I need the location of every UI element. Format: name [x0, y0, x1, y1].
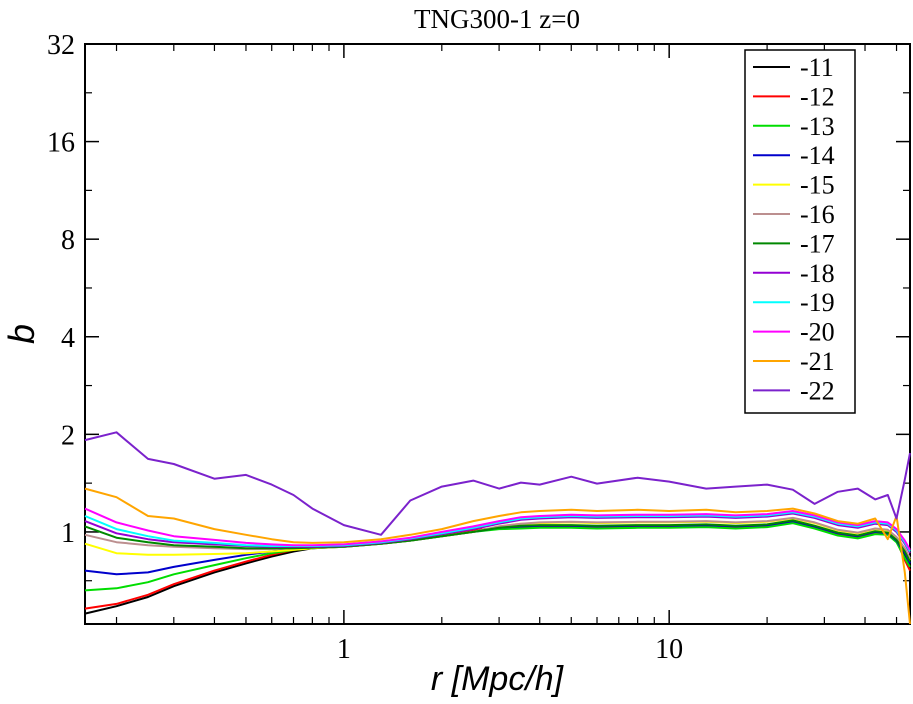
legend-label: -13	[800, 112, 835, 141]
series-line-m20	[84, 507, 911, 551]
y-tick-label: 2	[61, 420, 75, 451]
legend-label: -18	[800, 259, 835, 288]
y-axis-label: b	[1, 324, 42, 344]
legend-label: -22	[800, 376, 835, 405]
legend-label: -20	[800, 318, 835, 347]
legend-label: -16	[800, 200, 835, 229]
legend-label: -21	[800, 347, 835, 376]
series-line-m11	[84, 521, 911, 615]
legend-label: -15	[800, 171, 835, 200]
legend-label: -11	[800, 53, 834, 82]
y-tick-label: 8	[61, 225, 75, 256]
y-axis: 1 2 4 8 16 32	[47, 30, 910, 582]
x-axis: 1 10	[115, 44, 898, 665]
series-line-m21	[84, 487, 911, 625]
series-lines	[84, 431, 911, 625]
x-tick-label: 1	[337, 634, 351, 665]
y-tick-label: 32	[47, 30, 75, 61]
legend-label: -12	[800, 82, 835, 111]
legend-box	[744, 49, 856, 414]
legend-label: -17	[800, 229, 835, 258]
x-tick-label: 10	[655, 634, 683, 665]
y-tick-label: 1	[61, 518, 75, 549]
legend: -11-12-13-14-15-16-17-18-19-20-21-22	[744, 49, 856, 414]
legend-items: -11-12-13-14-15-16-17-18-19-20-21-22	[753, 53, 835, 405]
chart-title: TNG300-1 z=0	[414, 4, 580, 34]
y-tick-label: 16	[47, 128, 75, 159]
legend-label: -14	[800, 141, 835, 170]
x-axis-label: r [Mpc/h]	[431, 660, 565, 698]
series-line-m12	[84, 520, 911, 610]
series-line-m22	[84, 431, 911, 536]
series-line-m17	[84, 519, 911, 563]
series-line-m19	[84, 511, 911, 552]
plot-area	[84, 43, 911, 625]
legend-label: -19	[800, 288, 835, 317]
y-tick-label: 4	[61, 323, 75, 354]
series-line-m13	[84, 522, 911, 592]
